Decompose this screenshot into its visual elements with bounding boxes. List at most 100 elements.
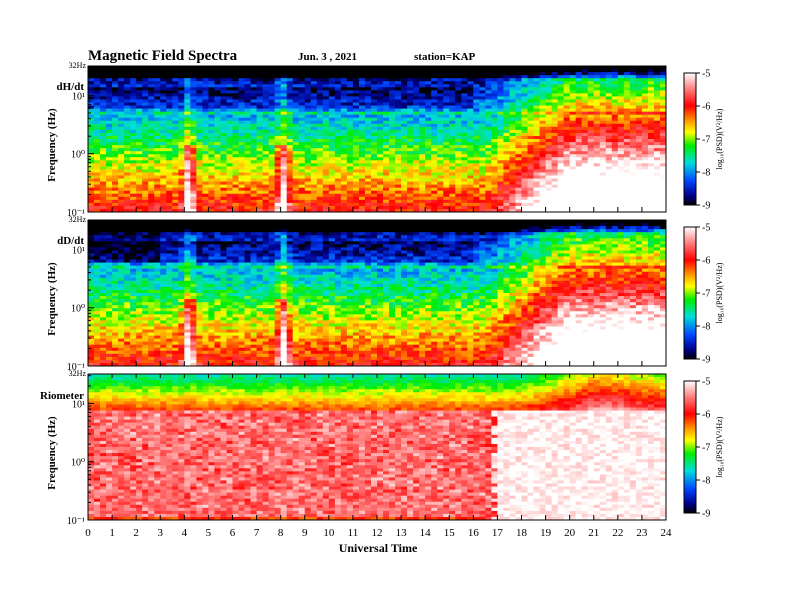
spectrogram-cell: [118, 169, 125, 173]
spectrogram-cell: [94, 250, 101, 254]
spectrogram-cell: [389, 75, 396, 79]
spectrogram-cell: [623, 111, 631, 116]
spectrogram-cell: [509, 93, 516, 97]
spectrogram-cell: [94, 132, 101, 137]
spectrogram-cell: [437, 160, 444, 164]
spectrogram-cell: [407, 157, 414, 161]
spectrogram-cell: [413, 102, 420, 106]
spectrogram-cell: [509, 102, 516, 106]
spectrogram-cell: [202, 108, 209, 113]
spectrogram-cell: [94, 308, 101, 312]
spectrogram-cell: [196, 187, 203, 192]
spectrogram-cell: [401, 196, 408, 201]
spectrogram-cell: [629, 111, 637, 116]
spectrogram-cell: [226, 117, 233, 122]
spectrogram-cell: [503, 193, 510, 198]
spectrogram-cell: [100, 135, 107, 140]
spectrogram-cell: [304, 205, 312, 210]
spectrogram-cell: [148, 166, 155, 170]
spectrogram-cell: [100, 235, 107, 239]
spectrogram-cell: [220, 72, 227, 76]
spectrogram-cell: [569, 105, 577, 109]
spectrogram-cell: [148, 102, 155, 106]
spectrogram-cell: [521, 190, 528, 195]
spectrogram-cell: [653, 148, 661, 152]
spectrogram-cell: [106, 250, 113, 254]
spectrogram-cell: [659, 208, 667, 213]
spectrogram-cell: [497, 105, 504, 109]
spectrogram-cell: [88, 196, 95, 201]
spectrogram-cell: [208, 105, 215, 109]
spectrogram-cell: [346, 142, 354, 146]
spectrogram-cell: [593, 90, 601, 94]
spectrogram-cell: [437, 99, 444, 103]
spectrogram-cell: [232, 196, 239, 201]
spectrogram-cell: [202, 175, 209, 179]
spectrogram-cell: [659, 87, 667, 91]
spectrogram-cell: [184, 151, 191, 155]
spectrogram-cell: [244, 78, 251, 82]
spectrogram-cell: [503, 99, 510, 103]
spectrogram-cell: [629, 175, 637, 179]
spectrogram-cell: [220, 120, 227, 125]
spectrogram-cell: [94, 238, 101, 242]
spectrogram-cell: [202, 96, 209, 100]
spectrogram-cell: [623, 184, 631, 189]
spectrogram-cell: [106, 148, 113, 152]
spectrogram-cell: [190, 190, 197, 195]
spectrogram-cell: [425, 99, 432, 103]
spectrogram-cell: [256, 178, 263, 182]
spectrogram-cell: [389, 199, 396, 204]
spectrogram-cell: [545, 75, 552, 79]
spectrogram-cell: [419, 139, 426, 143]
spectrogram-cell: [334, 193, 342, 198]
spectrogram-cell: [262, 163, 270, 167]
spectrogram-cell: [497, 160, 504, 164]
spectrogram-cell: [581, 117, 589, 122]
spectrogram-cell: [467, 126, 474, 131]
spectrogram-cell: [112, 320, 119, 324]
spectrogram-cell: [425, 190, 432, 195]
spectrogram-cell: [112, 241, 119, 245]
spectrogram-cell: [647, 172, 655, 176]
spectrogram-cell: [262, 202, 270, 207]
spectrogram-cell: [605, 78, 613, 82]
spectrogram-cell: [437, 157, 444, 161]
spectrogram-cell: [106, 187, 113, 192]
spectrogram-cell: [455, 142, 462, 146]
spectrogram-cell: [599, 105, 607, 109]
spectrogram-cell: [142, 157, 149, 161]
spectrogram-cell: [407, 96, 414, 100]
spectrogram-cell: [118, 193, 125, 198]
spectrogram-cell: [407, 181, 414, 186]
spectrogram-cell: [148, 139, 155, 143]
spectrogram-cell: [443, 108, 450, 113]
spectrogram-cell: [647, 154, 655, 158]
spectrogram-cell: [563, 175, 571, 179]
spectrogram-cell: [148, 66, 155, 70]
spectrogram-cell: [214, 129, 221, 134]
spectrogram-cell: [605, 172, 613, 176]
spectrogram-cell: [136, 157, 143, 161]
spectrogram-cell: [641, 154, 649, 158]
spectrogram-cell: [358, 81, 366, 85]
spectrogram-cell: [100, 120, 107, 125]
spectrogram-cell: [358, 181, 366, 186]
spectrogram-cell: [280, 111, 288, 116]
spectrogram-cell: [244, 187, 251, 192]
spectrogram-cell: [88, 268, 95, 273]
spectrogram-cell: [455, 132, 462, 137]
spectrogram-cell: [292, 111, 300, 116]
spectrogram-cell: [100, 123, 107, 128]
spectrogram-cell: [370, 105, 378, 109]
spectrogram-cell: [340, 69, 348, 73]
spectrogram-cell: [232, 135, 239, 140]
spectrogram-cell: [455, 181, 462, 186]
spectrogram-cell: [268, 181, 276, 186]
spectrogram-cell: [364, 93, 372, 97]
spectrogram-cell: [202, 84, 209, 88]
spectrogram-cell: [346, 132, 354, 137]
spectrogram-cell: [521, 126, 528, 131]
spectrogram-cell: [563, 99, 571, 103]
spectrogram-cell: [178, 108, 185, 113]
